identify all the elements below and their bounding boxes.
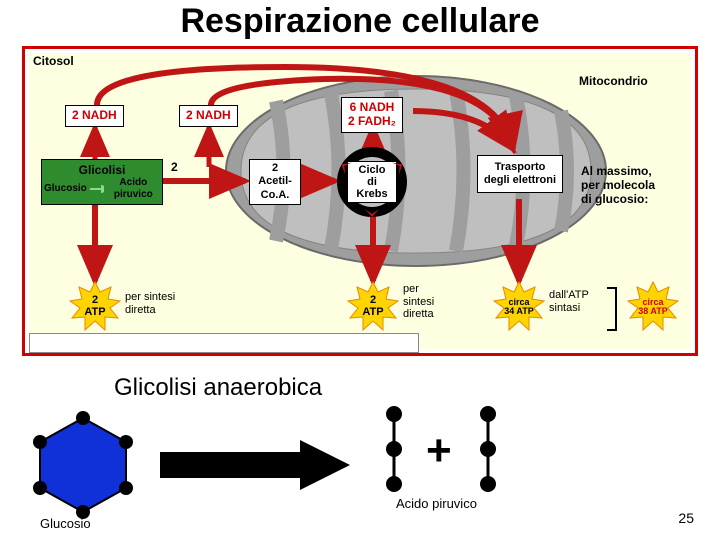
glycolysis-box: Glicolisi Glucosio Acido piruvico [41,159,163,205]
mitochondrion-label: Mitocondrio [579,75,648,89]
max-caption: Al massimo, per molecola di glucosio: [581,165,655,206]
page-number: 25 [678,510,694,526]
max-l3: di glucosio: [581,193,655,207]
atp-star-4: circa38 ATP [627,281,679,333]
atp-star-2-label: 2ATP [362,295,383,318]
pyruvate-2 [468,404,508,494]
acetyl-box: 2 Acetil- Co.A. [249,159,301,205]
krebs-cycle: Ciclo di Krebs [337,147,407,217]
krebs-l1: Ciclo [352,164,392,176]
glucose-molecule [28,410,138,520]
krebs-l2: di Krebs [352,176,392,200]
atp-caption-2: per sintesi diretta [403,283,453,321]
glucose-label: Glucosio [40,516,91,531]
bracket [607,287,617,331]
acetyl-l1: 2 [272,162,278,175]
nadh-box-1: 2 NADH [65,105,124,127]
cytosol-label: Citosol [33,55,74,69]
glycolysis-two: 2 [171,161,178,175]
atp-star-4-label: circa38 ATP [638,298,668,317]
page-title: Respirazione cellulare [0,0,720,41]
overlay-box [29,333,419,353]
plus-sign: + [426,426,452,476]
subtitle: Glicolisi anaerobica [114,374,322,402]
atp-star-1-label: 2ATP [84,295,105,318]
max-l2: per molecola [581,179,655,193]
etc-box: Trasporto degli elettroni [477,155,563,193]
atp-star-1: 2ATP [69,281,121,333]
acetyl-l2: Acetil- [258,175,292,188]
atp-star-3: circa34 ATP [493,281,545,333]
atp-star-2: 2ATP [347,281,399,333]
arrow-icon [90,185,104,193]
atp-caption-3: dall'ATP sintasi [549,289,609,314]
glycolysis-title: Glicolisi [79,163,126,177]
nadh-box-2: 2 NADH [179,105,238,127]
etc-l2: degli elettroni [484,174,556,187]
nadh-line: 6 NADH [348,101,396,115]
reaction-arrow [160,440,350,490]
main-diagram: Citosol Mitocondrio [22,46,698,356]
glycolysis-out: Acido piruvico [107,177,160,201]
atp-caption-1: per sintesi diretta [125,291,195,316]
max-l1: Al massimo, [581,165,655,179]
pyruvate-label: Acido piruvico [396,496,477,511]
pyruvate-1 [374,404,414,494]
atp-star-3-label: circa34 ATP [504,298,534,317]
acetyl-l3: Co.A. [261,189,290,202]
fadh-line: 2 FADH₂ [348,115,396,129]
etc-l1: Trasporto [495,161,546,174]
nadh-fadh-box: 6 NADH 2 FADH₂ [341,97,403,133]
glycolysis-in: Glucosio [44,183,87,195]
